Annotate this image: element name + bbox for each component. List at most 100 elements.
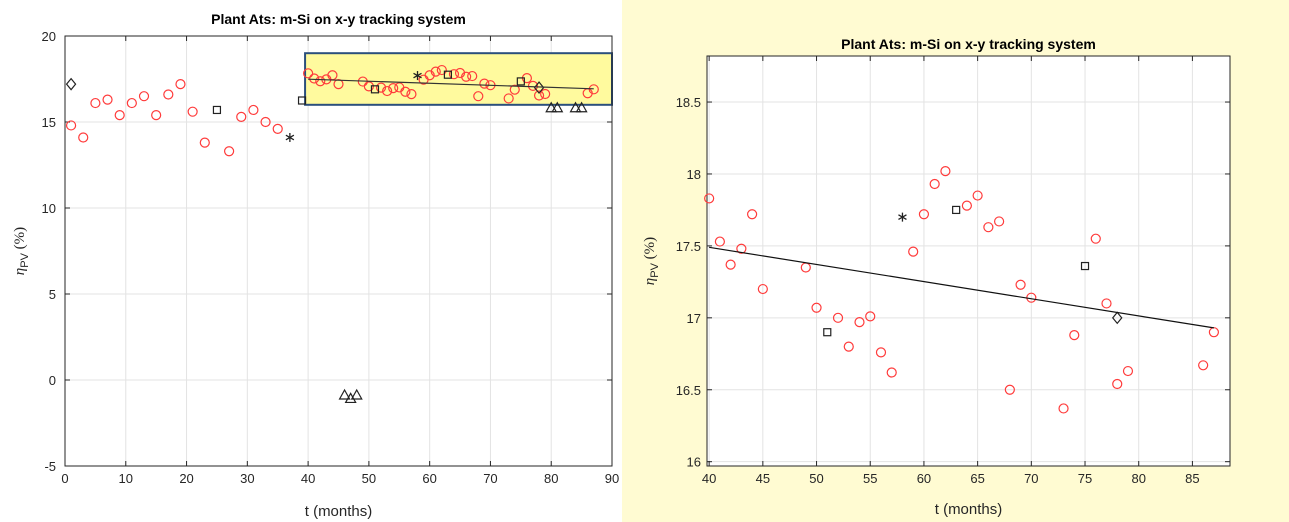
x-tick-label: 0: [61, 471, 68, 486]
grid-lines: [707, 56, 1230, 466]
triangle-point: [338, 388, 351, 400]
circle-point: [929, 178, 940, 190]
circle-point: [260, 116, 271, 128]
square-point: [516, 77, 525, 86]
triangle-point: [344, 392, 357, 404]
triangle-point: [545, 101, 558, 113]
y-tick-label: 10: [42, 201, 56, 216]
x-tick-label: 65: [970, 471, 984, 486]
axes: 40 45 50 55 60 65 70 75 80 85 16 16.5 17 17.5 18 18.5: [676, 55, 1231, 486]
circle-point: [940, 165, 951, 177]
circle-point: [714, 236, 725, 247]
circle-point: [224, 146, 235, 157]
circle-point: [382, 85, 393, 97]
circle-point: [236, 111, 247, 122]
x-tick-label: 10: [119, 471, 133, 486]
chart-title: Plant Ats: m-Si on x-y tracking system: [841, 36, 1096, 52]
circle-point: [1101, 298, 1112, 309]
square-point: [1080, 261, 1090, 271]
square-point: [297, 96, 307, 105]
circle-point: [527, 80, 539, 91]
asterisk-point: [898, 212, 907, 222]
circle-point: [78, 132, 89, 143]
circle-point: [126, 97, 137, 109]
x-tick-label: 40: [301, 471, 315, 486]
y-tick-label: 17.5: [676, 239, 701, 254]
axes-box: [64, 35, 613, 467]
trend-line: [308, 78, 594, 90]
circle-point: [865, 311, 876, 322]
square-point: [370, 85, 380, 94]
x-tick-label: 70: [483, 471, 497, 486]
circle-point: [315, 76, 326, 87]
x-axis-label: t (months): [935, 501, 1003, 518]
y-tick-label: -5: [44, 459, 56, 474]
y-tick-label: 20: [42, 29, 56, 44]
circle-point: [467, 70, 478, 82]
circle-point: [430, 66, 441, 77]
circle-point: [918, 209, 930, 220]
circle-point: [533, 90, 545, 101]
triangle-point: [575, 101, 588, 113]
x-tick-label: 40: [702, 471, 716, 486]
circle-point: [375, 82, 387, 93]
circle-point: [90, 97, 101, 109]
circle-point: [138, 91, 150, 102]
circle-point: [163, 89, 174, 100]
diamond-point: [65, 77, 77, 91]
plot-area: [65, 36, 612, 466]
square-point: [212, 105, 222, 115]
triangle-point: [551, 101, 564, 113]
x-tick-label: 85: [1185, 471, 1199, 486]
circle-point: [503, 93, 514, 104]
circle-point: [187, 106, 198, 117]
circle-point: [588, 84, 599, 95]
x-tick-label: 60: [422, 471, 436, 486]
x-tick-label: 30: [240, 471, 254, 486]
diamond-point: [533, 81, 545, 95]
y-tick-label: 16: [687, 455, 701, 470]
square-point: [443, 70, 452, 79]
circle-point: [424, 70, 435, 81]
triangle-point: [569, 101, 582, 113]
circle-point: [303, 68, 314, 79]
data-marks: [704, 165, 1219, 414]
circle-point: [199, 137, 210, 148]
square-point: [952, 205, 961, 215]
circle-point: [175, 79, 186, 90]
x-tick-label: 70: [1024, 471, 1038, 486]
x-tick-label: 75: [1078, 471, 1092, 486]
y-tick-label: 18.5: [676, 95, 701, 110]
circle-point: [1122, 365, 1134, 377]
x-tick-label: 20: [179, 471, 193, 486]
asterisk-point: [285, 132, 295, 142]
circle-point: [832, 312, 844, 323]
axes: 0 10 20 30 40 50 60 70 80 90 -5 0 5 10 15 20: [42, 29, 620, 486]
highlight-box: [304, 52, 613, 106]
circle-point: [102, 94, 113, 105]
circle-point: [479, 78, 490, 89]
circle-point: [854, 317, 865, 328]
circle-point: [736, 243, 747, 254]
circle-point: [436, 64, 447, 76]
circle-point: [272, 123, 283, 134]
circle-point: [309, 73, 320, 84]
circle-point: [747, 209, 758, 220]
x-tick-label: 45: [756, 471, 770, 486]
x-tick-label: 55: [863, 471, 877, 486]
chart-2: 40 45 50 55 60 65 70 75 80 85 16 16.5 17 17.5 18 18.5 Pl…: [622, 0, 1289, 522]
chart-title: Plant Ats: m-Si on x-y tracking system: [211, 11, 466, 27]
diamond-point: [1111, 311, 1123, 325]
circle-point: [65, 120, 77, 131]
circle-point: [886, 367, 897, 378]
triangle-point: [350, 388, 363, 400]
square-point: [823, 328, 832, 337]
circle-point: [972, 190, 983, 201]
asterisk-point: [413, 71, 422, 81]
circle-point: [1198, 360, 1209, 371]
circle-point: [151, 110, 162, 121]
circle-point: [983, 222, 994, 233]
axes-box: [706, 55, 1231, 467]
circle-point: [114, 110, 125, 121]
